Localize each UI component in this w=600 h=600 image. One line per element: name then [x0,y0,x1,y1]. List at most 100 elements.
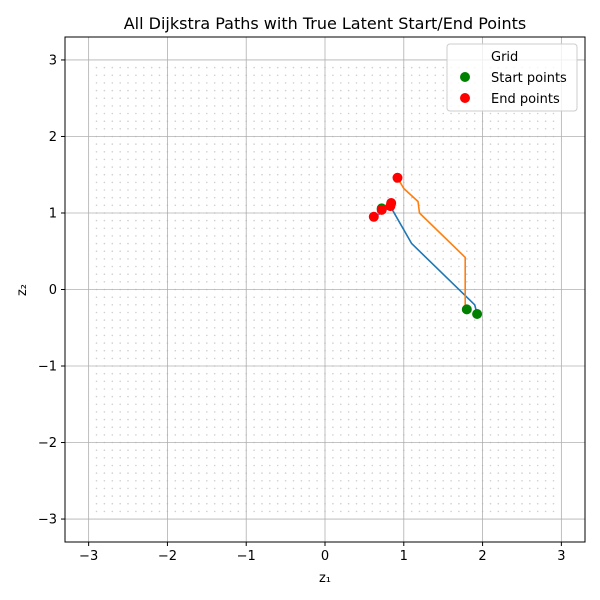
grid-point [450,273,452,276]
grid-point [387,89,389,92]
grid-point [237,250,240,252]
grid-point [261,327,263,329]
grid-point [552,487,555,490]
grid-point [253,311,255,314]
grid-point [505,403,508,406]
grid-point [135,388,137,390]
grid-point [363,464,366,467]
grid-point [466,510,468,513]
grid-point [505,143,508,145]
legend: Grid Start points End points [446,43,578,112]
grid-point [95,449,98,452]
grid-point [143,388,145,390]
grid-point [410,426,413,429]
grid-point [284,395,287,398]
grid-point [284,296,287,299]
grid-point [418,372,421,375]
grid-point [434,304,437,306]
grid-point [387,357,389,360]
grid-point [261,395,263,398]
grid-point [418,426,421,429]
grid-point [182,418,184,421]
grid-point [229,250,232,252]
grid-point [450,457,452,459]
grid-point [213,457,216,459]
grid-point [221,166,224,168]
grid-point [284,196,287,199]
grid-point [466,227,468,230]
grid-point [466,426,468,429]
grid-point [395,480,397,482]
grid-point [292,143,295,145]
grid-point [332,418,334,421]
grid-point [466,166,468,168]
grid-point [426,311,429,314]
grid-point [213,411,216,413]
grid-point [182,273,184,276]
grid-point [190,342,192,344]
grid-point [521,273,523,276]
grid-point [269,464,271,467]
grid-point [387,258,389,260]
grid-point [95,112,98,115]
grid-point [198,502,200,505]
grid-point [127,158,129,161]
grid-point [497,296,500,299]
grid-point [426,342,429,344]
grid-point [529,342,531,344]
grid-point [198,319,200,321]
grid-point [308,372,311,375]
grid-point [95,143,98,145]
grid-point [395,66,397,69]
grid-point [276,502,279,505]
grid-point [332,82,334,84]
grid-point [395,510,397,513]
grid-point [143,74,145,77]
grid-point [316,189,318,191]
grid-point [513,196,515,199]
grid-point [253,319,255,321]
grid-point [119,89,121,92]
grid-point [229,434,232,436]
grid-point [213,342,216,344]
grid-point [395,411,397,413]
grid-point [450,265,452,268]
grid-point [521,480,523,482]
grid-point [135,426,137,429]
grid-point [182,258,184,260]
grid-point [95,204,98,207]
grid-point [127,258,129,260]
grid-point [426,395,429,398]
grid-point [552,388,555,390]
grid-point [127,105,129,107]
grid-point [174,464,177,467]
grid-point [544,388,547,390]
grid-point [284,89,287,92]
x-tick-label: −3 [79,549,98,564]
grid-point [410,380,413,383]
grid-point [103,250,106,252]
grid-point [529,158,531,161]
grid-point [505,204,508,207]
grid-point [300,411,303,413]
grid-point [269,319,271,321]
grid-point [261,403,263,406]
grid-point [213,472,216,474]
y-axis-label: z₂ [15,284,30,296]
grid-point [308,219,311,222]
grid-point [387,449,389,452]
grid-point [213,112,216,115]
grid-point [229,480,232,482]
grid-point [497,151,500,153]
grid-point [135,166,137,168]
grid-point [347,250,350,252]
grid-point [182,235,184,237]
grid-point [552,158,555,161]
grid-point [229,120,232,122]
grid-point [119,181,121,184]
grid-point [410,296,413,299]
grid-point [442,204,445,207]
grid-point [552,472,555,474]
grid-point [395,242,397,245]
grid-point [450,334,452,337]
